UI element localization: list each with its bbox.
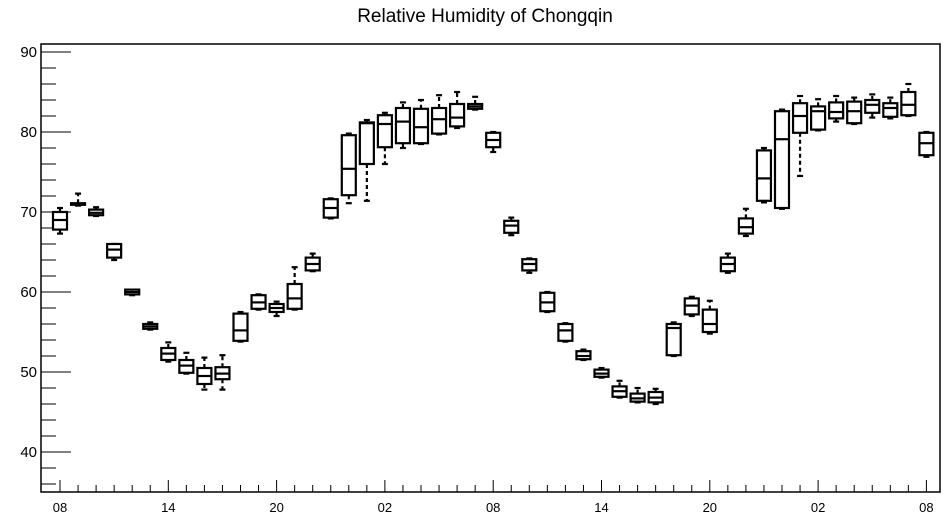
x-tick-label: 08 <box>919 500 933 515</box>
x-tick-label: 14 <box>594 500 608 515</box>
box-2 <box>87 206 105 218</box>
y-tick-label: 90 <box>20 44 37 61</box>
y-tick-label: 60 <box>20 284 37 301</box>
box-45 <box>864 93 881 119</box>
box-26 <box>521 257 538 274</box>
box-24 <box>485 130 502 154</box>
box-7 <box>178 351 195 375</box>
iqr-box <box>791 102 809 134</box>
y-tick-label: 40 <box>20 444 37 461</box>
box-15 <box>322 197 339 220</box>
iqr-box <box>503 219 520 234</box>
box-17 <box>358 118 375 202</box>
box-5 <box>142 321 159 331</box>
x-tick-label: 08 <box>486 500 500 515</box>
box-34 <box>665 321 682 358</box>
box-8 <box>196 356 213 391</box>
box-20 <box>412 98 430 146</box>
box-21 <box>430 94 448 136</box>
iqr-box <box>864 98 881 114</box>
box-47 <box>900 82 917 118</box>
box-39 <box>755 146 773 204</box>
iqr-box <box>376 114 393 149</box>
box-29 <box>575 348 592 362</box>
box-30 <box>593 366 610 379</box>
iqr-box <box>358 121 375 166</box>
box-3 <box>106 242 123 262</box>
box-16 <box>340 132 357 205</box>
box-44 <box>846 96 863 126</box>
x-tick-label: 08 <box>53 500 67 515</box>
box-11 <box>250 293 267 311</box>
iqr-box <box>232 312 249 342</box>
iqr-box <box>701 308 718 334</box>
box-12 <box>268 300 285 318</box>
box-36 <box>701 299 718 335</box>
plot-frame <box>40 43 941 493</box>
iqr-box <box>286 282 303 310</box>
iqr-box <box>900 90 917 117</box>
iqr-box <box>394 106 412 145</box>
box-22 <box>449 90 466 130</box>
box-23 <box>467 95 484 111</box>
x-tick-label: 20 <box>269 500 283 515</box>
box-28 <box>557 322 574 343</box>
box-46 <box>882 96 899 120</box>
box-31 <box>611 379 628 399</box>
x-tick-label: 02 <box>811 500 825 515</box>
iqr-box <box>557 322 574 342</box>
box-35 <box>683 295 700 318</box>
box-48 <box>918 130 935 158</box>
box-33 <box>647 387 664 406</box>
box-32 <box>629 386 646 404</box>
box-27 <box>539 290 556 314</box>
iqr-box <box>449 102 466 128</box>
chart-title: Relative Humidity of Chongqin <box>357 6 613 27</box>
iqr-box <box>809 105 827 131</box>
box-0 <box>51 206 69 235</box>
box-13 <box>286 266 303 311</box>
x-tick-label: 14 <box>161 500 175 515</box>
box-19 <box>394 101 412 150</box>
box-10 <box>232 310 249 343</box>
iqr-box <box>430 106 448 135</box>
iqr-box <box>755 149 773 202</box>
iqr-box <box>882 102 899 118</box>
box-series <box>51 82 935 406</box>
y-tick-label: 70 <box>20 204 37 221</box>
box-42 <box>809 98 827 132</box>
iqr-box <box>846 100 863 125</box>
iqr-box <box>340 134 357 197</box>
box-37 <box>719 252 736 274</box>
box-41 <box>791 94 809 178</box>
x-tick-label: 20 <box>703 500 717 515</box>
box-14 <box>304 252 321 273</box>
x-axis: 08 14 20 02 08 14 20 02 08 <box>53 480 934 515</box>
iqr-box <box>737 217 755 235</box>
box-18 <box>376 111 393 166</box>
y-tick-label: 50 <box>20 364 37 381</box>
iqr-box <box>828 101 845 120</box>
box-4 <box>124 288 141 297</box>
iqr-box <box>412 107 430 145</box>
x-tick-label: 02 <box>378 500 392 515</box>
box-25 <box>503 216 520 237</box>
box-43 <box>828 94 845 123</box>
box-40 <box>773 108 791 210</box>
box-38 <box>737 207 755 238</box>
box-9 <box>214 354 231 391</box>
box-6 <box>160 341 177 363</box>
iqr-box <box>773 110 791 210</box>
y-tick-label: 80 <box>20 124 37 141</box>
iqr-box <box>106 242 123 259</box>
box-1 <box>69 192 87 207</box>
y-axis: 40 50 60 70 80 90 <box>20 44 71 485</box>
iqr-box <box>665 322 682 357</box>
